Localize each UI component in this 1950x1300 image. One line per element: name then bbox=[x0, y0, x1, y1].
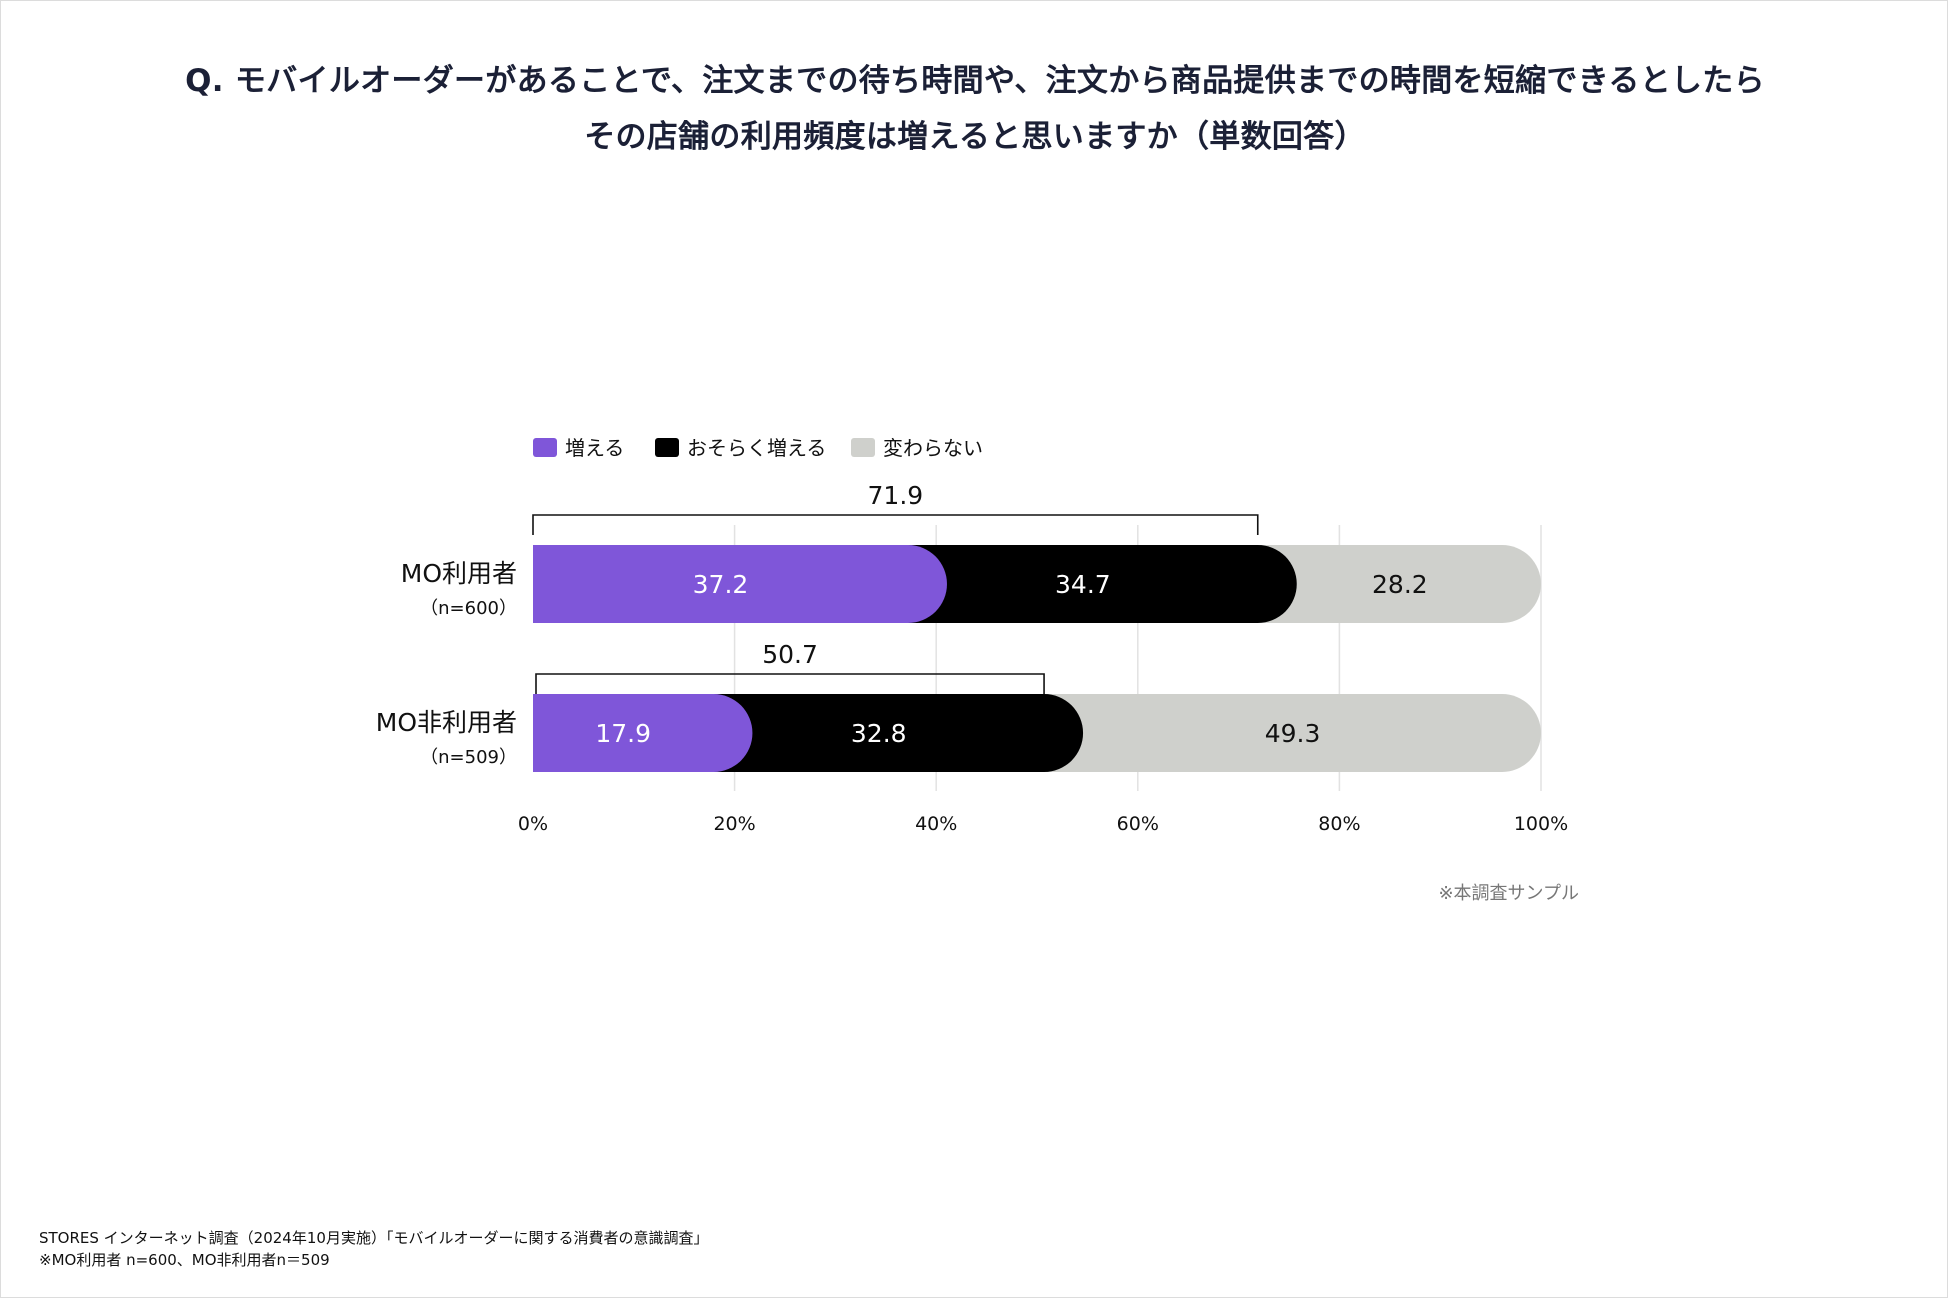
x-tick-label: 80% bbox=[1318, 813, 1360, 835]
legend-swatch bbox=[533, 438, 557, 457]
bar-value-label: 37.2 bbox=[693, 570, 749, 599]
footnote-sample-size: ※MO利用者 n=600、MO非利用者n＝509 bbox=[39, 1251, 330, 1269]
bar-value-label: 28.2 bbox=[1372, 570, 1428, 599]
title-line-2: その店舗の利用頻度は増えると思いますか（単数回答） bbox=[584, 119, 1366, 155]
x-tick-label: 60% bbox=[1117, 813, 1159, 835]
x-tick-label: 100% bbox=[1514, 813, 1568, 835]
legend-swatch bbox=[655, 438, 679, 457]
category-label: MO非利用者 bbox=[376, 708, 517, 737]
bar-segment bbox=[1257, 545, 1541, 623]
legend-label: おそらく増える bbox=[687, 436, 826, 460]
bracket-total-label: 50.7 bbox=[762, 640, 818, 669]
bar-value-label: 49.3 bbox=[1265, 719, 1321, 748]
bar-segment bbox=[713, 694, 1084, 772]
legend-swatch bbox=[851, 438, 875, 457]
category-label: MO利用者 bbox=[401, 559, 517, 588]
x-tick-label: 0% bbox=[518, 813, 548, 835]
x-tick-label: 20% bbox=[713, 813, 755, 835]
bar-value-label: 17.9 bbox=[595, 719, 651, 748]
bar-value-label: 34.7 bbox=[1055, 570, 1111, 599]
chart-title: Q. モバイルオーダーがあることで、注文までの待ち時間や、注文から商品提供までの… bbox=[1, 53, 1947, 165]
bar-segment bbox=[533, 694, 753, 772]
bar-segment bbox=[533, 545, 947, 623]
footnote: STORES インターネット調査（2024年10月実施）「モバイルオーダーに関す… bbox=[39, 1227, 708, 1271]
bracket bbox=[532, 514, 1259, 535]
bar-segment bbox=[1044, 694, 1541, 772]
bar-value-label: 32.8 bbox=[851, 719, 907, 748]
category-sublabel: （n=509） bbox=[420, 747, 517, 768]
bracket-total-label: 71.9 bbox=[868, 481, 924, 510]
sample-note: ※本調査サンプル bbox=[1438, 883, 1579, 904]
bar-segment bbox=[907, 545, 1297, 623]
x-tick-label: 40% bbox=[915, 813, 957, 835]
category-sublabel: （n=600） bbox=[420, 598, 517, 619]
labels: 0% 20% 40% 60% 80% 100% MO利用者 （n=600） MO非利用者 （n=5… bbox=[376, 481, 1579, 904]
title-line-1: Q. モバイルオーダーがあることで、注文までの待ち時間や、注文から商品提供までの… bbox=[185, 63, 1765, 99]
legend-label: 変わらない bbox=[883, 436, 983, 460]
footnote-source: STORES インターネット調査（2024年10月実施）「モバイルオーダーに関す… bbox=[39, 1229, 709, 1247]
legend-label: 増える bbox=[565, 436, 624, 460]
bracket bbox=[535, 673, 1045, 694]
bars bbox=[533, 545, 1541, 772]
legend: 増える おそらく増える 変わらない bbox=[533, 436, 983, 460]
